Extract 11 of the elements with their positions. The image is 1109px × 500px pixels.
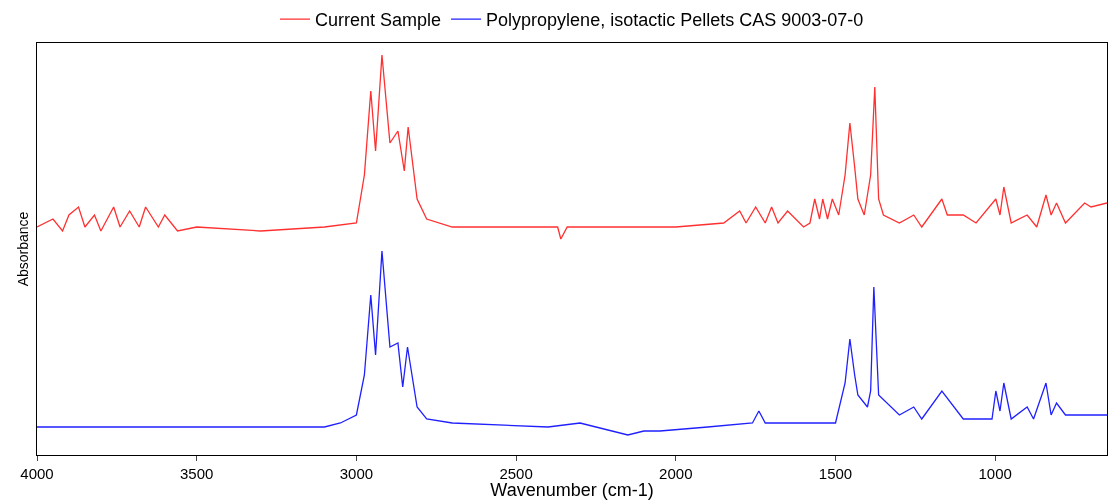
x-tick-label: 4000 — [20, 465, 54, 482]
x-axis-title: Wavenumber (cm-1) — [490, 480, 654, 500]
x-tick-label: 3500 — [180, 465, 214, 482]
x-tick-label: 3000 — [339, 465, 374, 482]
x-tick-label: 1000 — [978, 465, 1012, 482]
x-tick-label: 2500 — [499, 465, 533, 482]
legend-label: Polypropylene, isotactic Pellets CAS 9003-07-0 — [486, 10, 864, 31]
x-tick-label: 1500 — [818, 465, 853, 482]
legend-label: Current Sample — [315, 10, 442, 31]
x-tick-label: 2000 — [659, 465, 693, 482]
y-axis-title: Absorbance — [14, 211, 31, 287]
